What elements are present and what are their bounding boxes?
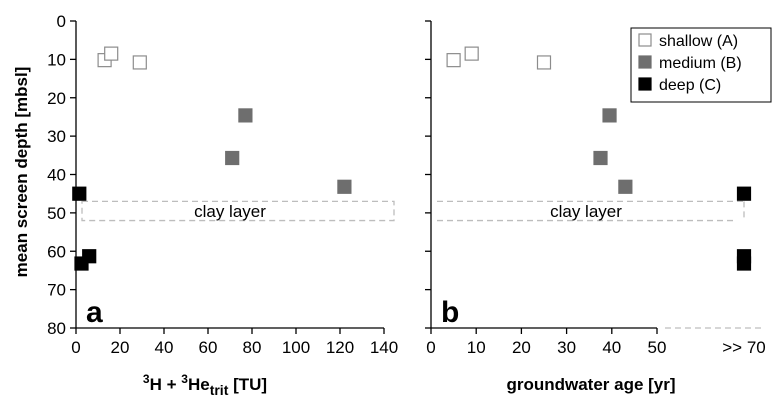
data-point bbox=[736, 256, 752, 271]
y-axis-label: mean screen depth [mbsl] bbox=[12, 67, 31, 278]
x-tick-label: 140 bbox=[370, 338, 398, 357]
data-point bbox=[104, 46, 119, 61]
subscript: trit bbox=[210, 382, 229, 398]
y-tick-label: 20 bbox=[47, 89, 66, 108]
label-part: [TU] bbox=[228, 375, 267, 394]
data-point bbox=[464, 46, 479, 61]
label-part: He bbox=[188, 375, 210, 394]
legend-marker bbox=[638, 33, 652, 47]
superscript: 3 bbox=[143, 372, 150, 386]
legend-label: deep (C) bbox=[659, 77, 721, 94]
x-tick-label: 30 bbox=[557, 338, 576, 357]
label-part: H + bbox=[150, 375, 182, 394]
data-point bbox=[446, 53, 461, 68]
legend: shallow (A) medium (B) deep (C) bbox=[630, 27, 772, 103]
x-tick-label: 40 bbox=[602, 338, 621, 357]
data-point bbox=[82, 249, 97, 264]
x-tick-label-extra: >> 70 bbox=[722, 338, 766, 357]
axis-ticks: 0 10 20 30 40 50 >> 70 bbox=[425, 20, 766, 357]
y-tick-label: 70 bbox=[47, 281, 66, 300]
legend-label: medium (B) bbox=[659, 55, 742, 72]
data-point bbox=[736, 186, 752, 201]
data-point bbox=[238, 108, 253, 123]
data-points bbox=[446, 46, 752, 271]
legend-label: shallow (A) bbox=[659, 33, 738, 50]
panel-letter-a: a bbox=[86, 296, 103, 329]
data-point bbox=[536, 55, 552, 70]
data-point bbox=[593, 150, 608, 166]
legend-marker bbox=[638, 55, 652, 69]
x-tick-label: 120 bbox=[326, 338, 354, 357]
y-tick-label: 40 bbox=[47, 166, 66, 185]
panel-b: clay layer 0 10 20 30 40 50 >> 70 b groundwate… bbox=[425, 20, 766, 394]
y-tick-label: 60 bbox=[47, 242, 66, 261]
x-axis-label: groundwater age [yr] bbox=[506, 375, 675, 394]
x-tick-label: 0 bbox=[71, 338, 80, 357]
legend-items: shallow (A) medium (B) deep (C) bbox=[638, 33, 742, 94]
y-tick-label: 10 bbox=[47, 50, 66, 69]
y-tick-label: 0 bbox=[57, 12, 66, 31]
x-tick-label: 10 bbox=[467, 338, 486, 357]
y-tick-label: 30 bbox=[47, 127, 66, 146]
data-point bbox=[602, 108, 617, 123]
clay-layer-band bbox=[81, 200, 395, 222]
x-tick-label: 100 bbox=[282, 338, 310, 357]
data-point bbox=[132, 55, 147, 70]
x-tick-label: 0 bbox=[426, 338, 435, 357]
legend-marker bbox=[638, 77, 652, 91]
x-tick-label: 20 bbox=[111, 338, 130, 357]
data-point bbox=[618, 179, 633, 194]
data-point bbox=[72, 186, 87, 201]
clay-layer-label: clay layer bbox=[550, 202, 622, 221]
x-tick-label: 20 bbox=[512, 338, 531, 357]
data-point bbox=[225, 150, 240, 166]
legend-frame bbox=[630, 27, 772, 103]
panel-letter-b: b bbox=[441, 296, 459, 329]
y-tick-label: 50 bbox=[47, 204, 66, 223]
y-tick-label: 80 bbox=[47, 319, 66, 338]
x-tick-label: 60 bbox=[199, 338, 218, 357]
clay-layer-label: clay layer bbox=[194, 202, 266, 221]
superscript: 3 bbox=[181, 372, 188, 386]
x-tick-label: 50 bbox=[648, 338, 667, 357]
data-points bbox=[72, 46, 352, 271]
panel-a: clay layer 0 10 20 30 40 50 60 70 80 0 20 40 60 80 100… bbox=[12, 12, 398, 398]
x-tick-label: 80 bbox=[243, 338, 262, 357]
axis-ticks: 0 10 20 30 40 50 60 70 80 0 20 40 60 80 100 120 140 bbox=[47, 12, 398, 357]
data-point bbox=[337, 179, 352, 194]
x-tick-label: 40 bbox=[155, 338, 174, 357]
x-axis-label: 3H + 3Hetrit [TU] bbox=[143, 372, 267, 398]
